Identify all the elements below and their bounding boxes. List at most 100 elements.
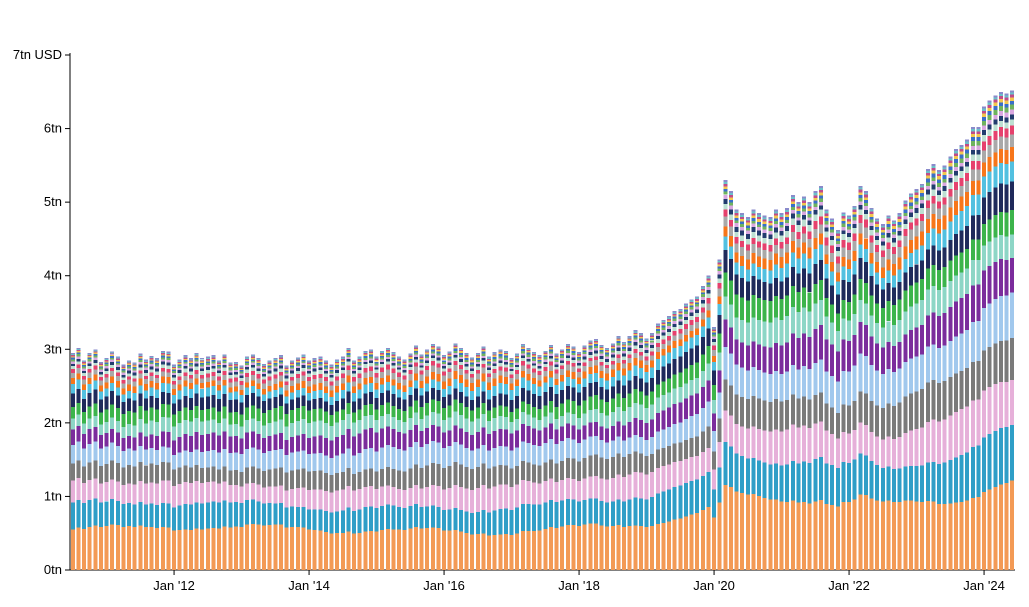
bar-segment <box>352 436 356 455</box>
bar-segment <box>228 485 232 503</box>
bar-segment <box>251 358 255 359</box>
bar-segment <box>251 380 255 385</box>
bar-segment <box>684 324 688 329</box>
bar-segment <box>352 361 356 362</box>
bar-segment <box>318 390 322 398</box>
bar-segment <box>380 367 384 372</box>
bar-segment <box>195 481 199 503</box>
bar-segment <box>560 404 564 416</box>
bar-segment <box>459 383 463 392</box>
bar-segment <box>470 358 474 359</box>
bar-segment <box>515 447 519 466</box>
bar-segment <box>144 410 148 423</box>
bar-segment <box>673 336 677 341</box>
bar-segment <box>543 354 547 355</box>
bar-segment <box>481 381 485 391</box>
bar-segment <box>858 188 862 190</box>
bar-segment <box>982 111 986 114</box>
bar-segment <box>847 224 851 227</box>
bar-segment <box>470 364 474 366</box>
bar-segment <box>577 357 581 359</box>
bar-segment <box>718 289 722 297</box>
bar-segment <box>442 420 446 433</box>
bar-segment <box>588 499 592 524</box>
bar-segment <box>504 358 508 360</box>
bar-segment <box>661 382 665 395</box>
bar-segment <box>526 415 530 426</box>
bar-segment <box>369 404 373 415</box>
bar-segment <box>701 326 705 337</box>
bar-segment <box>903 203 907 205</box>
bar-segment <box>965 146 969 149</box>
bar-segment <box>251 365 255 368</box>
bar-segment <box>448 530 452 570</box>
bar-segment <box>352 381 356 386</box>
bar-segment <box>318 531 322 570</box>
bar-segment <box>105 374 109 377</box>
bar-segment <box>639 420 643 437</box>
bar-segment <box>802 462 806 503</box>
bar-segment <box>223 365 227 368</box>
bar-segment <box>650 378 654 392</box>
bar-segment <box>285 381 289 385</box>
bar-segment <box>459 348 463 349</box>
bar-segment <box>245 359 249 360</box>
bar-segment <box>622 501 626 526</box>
bar-segment <box>999 102 1003 106</box>
bar-segment <box>678 443 682 461</box>
bar-segment <box>127 361 131 362</box>
bar-segment <box>628 454 632 474</box>
bar-segment <box>796 248 800 259</box>
bar-segment <box>645 350 649 353</box>
bar-segment <box>808 273 812 292</box>
bar-segment <box>380 378 384 384</box>
bar-segment <box>605 353 609 355</box>
bar-segment <box>386 426 390 445</box>
bar-segment <box>645 342 649 343</box>
bar-segment <box>605 402 609 415</box>
bar-segment <box>667 322 671 324</box>
bar-segment <box>993 100 997 103</box>
bar-segment <box>1005 164 1009 184</box>
bar-segment <box>988 105 992 108</box>
bar-segment <box>189 410 193 422</box>
bar-segment <box>431 372 435 380</box>
bar-segment <box>875 465 879 500</box>
bar-segment <box>290 381 294 387</box>
bar-segment <box>555 419 559 430</box>
bar-segment <box>813 200 817 203</box>
bar-segment <box>436 352 440 354</box>
bar-segment <box>453 351 457 353</box>
bar-segment <box>875 405 879 436</box>
bar-segment <box>616 340 620 342</box>
bar-segment <box>515 466 519 484</box>
bar-segment <box>487 400 491 411</box>
bar-segment <box>493 396 497 407</box>
bar-segment <box>476 355 480 356</box>
bar-segment <box>780 268 784 282</box>
bar-segment <box>937 422 941 464</box>
bar-segment <box>723 442 727 485</box>
bar-segment <box>903 501 907 570</box>
bar-segment <box>858 279 862 300</box>
bar-segment <box>211 467 215 482</box>
bar-segment <box>690 304 694 306</box>
bar-segment <box>240 381 244 385</box>
bar-segment <box>605 381 609 390</box>
bar-segment <box>864 304 868 326</box>
bar-segment <box>825 210 829 212</box>
bar-segment <box>93 351 97 352</box>
bar-segment <box>301 356 305 357</box>
bar-segment <box>487 390 491 400</box>
bar-segment <box>245 357 249 358</box>
bar-segment <box>420 360 424 362</box>
bar-segment <box>346 349 350 350</box>
bar-segment <box>144 373 148 376</box>
bar-segment <box>791 500 795 570</box>
bar-segment <box>256 365 260 367</box>
bar-segment <box>673 341 677 348</box>
bar-segment <box>583 439 587 458</box>
bar-segment <box>836 264 840 273</box>
bar-segment <box>785 430 789 465</box>
bar-segment <box>442 389 446 397</box>
